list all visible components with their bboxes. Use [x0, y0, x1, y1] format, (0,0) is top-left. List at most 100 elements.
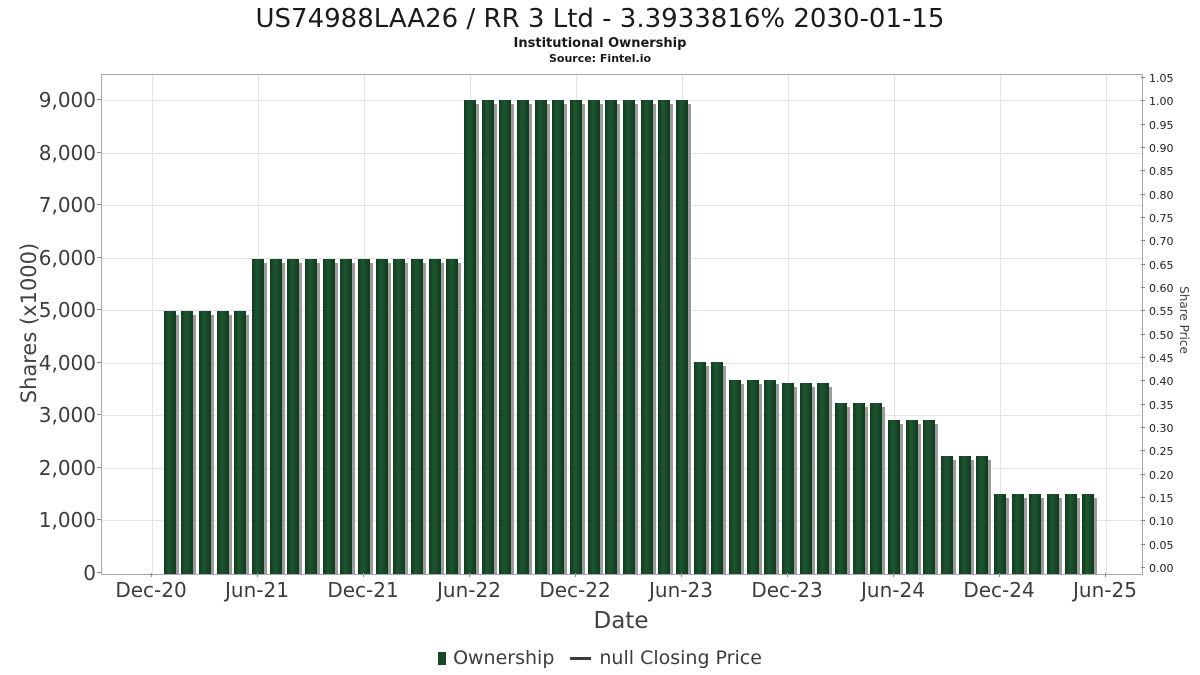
- legend-price-line-icon: [570, 656, 592, 660]
- y-right-tick-mark: [1141, 147, 1145, 148]
- y-right-tick-label: 0.25: [1149, 445, 1174, 459]
- bar: [393, 258, 406, 574]
- legend-ownership-label: Ownership: [453, 647, 555, 669]
- gridline-horizontal: [102, 257, 1142, 259]
- bar: [640, 99, 653, 574]
- x-tick-label: Dec-20: [115, 578, 187, 602]
- bar: [1011, 494, 1024, 574]
- bar: [852, 403, 865, 574]
- y-left-tick-label: 4,000: [38, 350, 96, 375]
- bar-shadow: [210, 315, 214, 574]
- bar-shadow: [1058, 498, 1062, 574]
- bar: [905, 419, 918, 574]
- bar: [305, 258, 317, 574]
- y-right-tick-label: 1.05: [1149, 72, 1174, 85]
- bar-shadow: [510, 103, 515, 574]
- bar-shadow: [440, 262, 444, 574]
- bar: [428, 258, 441, 574]
- bar: [587, 99, 600, 574]
- y-right-tick-mark: [1141, 403, 1145, 405]
- bar: [464, 99, 476, 574]
- bar: [941, 455, 953, 574]
- bar: [517, 99, 529, 574]
- bar-shadow: [899, 423, 903, 574]
- y-right-tick-mark: [1141, 520, 1145, 522]
- gridline-vertical: [1000, 75, 1001, 574]
- y-left-tick-label: 6,000: [38, 245, 96, 270]
- bar: [163, 311, 176, 574]
- y-right-tick-label: 0.90: [1149, 142, 1174, 155]
- bar: [623, 99, 635, 574]
- bar-shadow: [599, 103, 603, 574]
- bar: [570, 99, 582, 574]
- x-tick-mark: [257, 573, 258, 577]
- bar-shadow: [652, 103, 656, 574]
- bar-shadow: [616, 103, 621, 574]
- y-right-tick-label: 0.85: [1149, 165, 1174, 179]
- bar: [976, 455, 989, 574]
- y-right-tick-mark: [1141, 123, 1145, 125]
- y-right-tick-label: 0.30: [1149, 422, 1174, 435]
- bar: [870, 403, 883, 574]
- y-right-tick-mark: [1141, 543, 1145, 545]
- bar: [552, 99, 565, 574]
- y-right-tick-label: 0.10: [1149, 515, 1174, 529]
- x-axis-label: Date: [593, 608, 649, 634]
- gridline-vertical: [152, 75, 153, 574]
- y-left-tick-mark: [97, 414, 101, 416]
- x-tick-mark: [469, 573, 470, 577]
- y-right-tick-mark: [1141, 333, 1145, 335]
- chart-title: US74988LAA26 / RR 3 Ltd - 3.3933816% 203…: [255, 4, 945, 34]
- y-right-tick-label: 0.40: [1149, 375, 1174, 389]
- y-right-tick-mark: [1141, 240, 1145, 242]
- bar-shadow: [422, 262, 426, 574]
- bar: [499, 99, 512, 574]
- bar: [782, 383, 794, 574]
- y-right-tick-label: 0.60: [1149, 282, 1174, 295]
- legend-ownership-swatch-icon: [438, 651, 447, 665]
- y-right-tick-mark: [1141, 473, 1145, 475]
- x-tick-label: Dec-23: [751, 578, 823, 602]
- bar: [746, 379, 759, 574]
- y-right-tick-mark: [1141, 170, 1145, 172]
- bar-shadow: [387, 262, 391, 574]
- legend: Ownership null Closing Price: [0, 647, 1200, 669]
- y-right-tick-label: 0.70: [1149, 235, 1174, 249]
- bar-shadow: [828, 387, 833, 574]
- y-left-tick-mark: [97, 151, 101, 153]
- y-right-tick-label: 0.45: [1149, 352, 1174, 365]
- bar: [199, 311, 211, 574]
- gridline-horizontal: [102, 520, 1142, 522]
- y-left-tick-mark: [97, 466, 101, 468]
- bar-shadow: [775, 383, 780, 574]
- x-tick-label: Jun-22: [437, 578, 501, 602]
- bar: [411, 258, 423, 574]
- bar: [375, 258, 388, 574]
- y-right-tick-label: 1.00: [1149, 95, 1174, 109]
- x-tick-mark: [1105, 573, 1106, 577]
- gridline-horizontal: [102, 100, 1142, 101]
- bar-shadow: [970, 459, 974, 574]
- bar-shadow: [298, 262, 303, 574]
- legend-price-label: null Closing Price: [599, 647, 762, 669]
- bar-shadow: [758, 383, 762, 574]
- y-right-tick-label: 0.00: [1149, 562, 1174, 575]
- y-right-tick-mark: [1141, 427, 1145, 428]
- bar: [534, 99, 547, 574]
- bar-shadow: [705, 366, 709, 574]
- bar: [764, 379, 777, 574]
- x-tick-mark: [151, 573, 152, 577]
- bar: [799, 383, 812, 574]
- y-axis-left-label: Shares (x1000): [17, 242, 41, 404]
- y-right-tick-mark: [1141, 287, 1145, 288]
- bar-shadow: [864, 407, 868, 574]
- x-tick-mark: [999, 573, 1000, 577]
- bar: [958, 455, 971, 574]
- bar: [1064, 494, 1077, 574]
- bar: [711, 362, 724, 574]
- y-right-tick-mark: [1141, 193, 1145, 195]
- bar-shadow: [334, 262, 338, 574]
- bar-shadow: [881, 407, 886, 574]
- bar: [481, 99, 494, 574]
- bar: [269, 258, 282, 574]
